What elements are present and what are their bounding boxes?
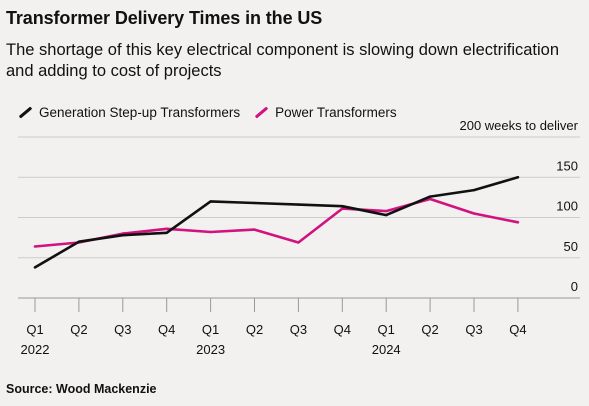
data-point-power-0 [33,245,37,248]
data-point-power-11 [516,221,520,224]
data-point-gsu-6 [297,203,300,206]
y-unit-label: 200 weeks to deliver [459,118,578,133]
data-point-gsu-2 [121,234,125,237]
x-year-label-2022: 2022 [21,342,50,357]
x-tick-label-9: Q2 [421,322,438,337]
data-point-power-6 [297,241,300,244]
data-point-gsu-8 [385,213,388,217]
y-tick-label-50: 50 [564,239,578,254]
x-tick-label-10: Q3 [465,322,482,337]
y-tick-label-150: 150 [556,158,578,173]
data-point-power-9 [428,197,432,201]
x-tick-label-6: Q3 [290,322,307,337]
legend: Generation Step-up Transformers Power Tr… [18,105,411,120]
legend-label-gsu: Generation Step-up Transformers [39,105,241,120]
data-point-power-5 [253,228,256,231]
data-point-power-8 [385,209,388,213]
x-tick-label-8: Q1 [378,322,395,337]
data-point-gsu-0 [33,266,37,269]
data-point-gsu-9 [428,195,432,198]
legend-item-power: Power Transformers [254,105,397,120]
data-point-power-3 [165,227,168,230]
legend-label-power: Power Transformers [275,105,397,120]
chart-title: Transformer Delivery Times in the US [6,8,323,28]
data-point-gsu-7 [341,205,344,208]
data-point-gsu-3 [165,231,168,234]
x-tick-label-4: Q1 [202,322,219,337]
x-tick-label-2: Q3 [114,322,131,337]
x-tick-label-11: Q4 [509,322,526,337]
x-tick-label-0: Q1 [26,322,43,337]
x-year-label-2024: 2024 [372,342,401,357]
x-tick-label-7: Q4 [334,322,351,337]
data-point-gsu-10 [472,188,476,192]
x-year-label-2023: 2023 [196,342,225,357]
data-point-gsu-4 [209,200,212,203]
data-point-gsu-1 [77,240,81,243]
x-tick-label-5: Q2 [246,322,263,337]
x-tick-label-1: Q2 [70,322,87,337]
data-point-power-4 [209,230,212,234]
y-tick-label-0: 0 [571,279,578,294]
x-tick-label-3: Q4 [158,322,175,337]
data-point-power-7 [341,207,344,210]
data-point-gsu-11 [516,176,520,179]
y-tick-label-100: 100 [556,199,578,214]
series-line-gsu [33,176,520,269]
source-note: Source: Wood Mackenzie [6,382,157,396]
legend-item-gsu: Generation Step-up Transformers [18,105,240,120]
chart-subtitle: The shortage of this key electrical comp… [6,41,560,80]
data-point-power-10 [472,212,476,215]
series-line-power [33,197,520,248]
data-point-gsu-5 [253,201,256,205]
